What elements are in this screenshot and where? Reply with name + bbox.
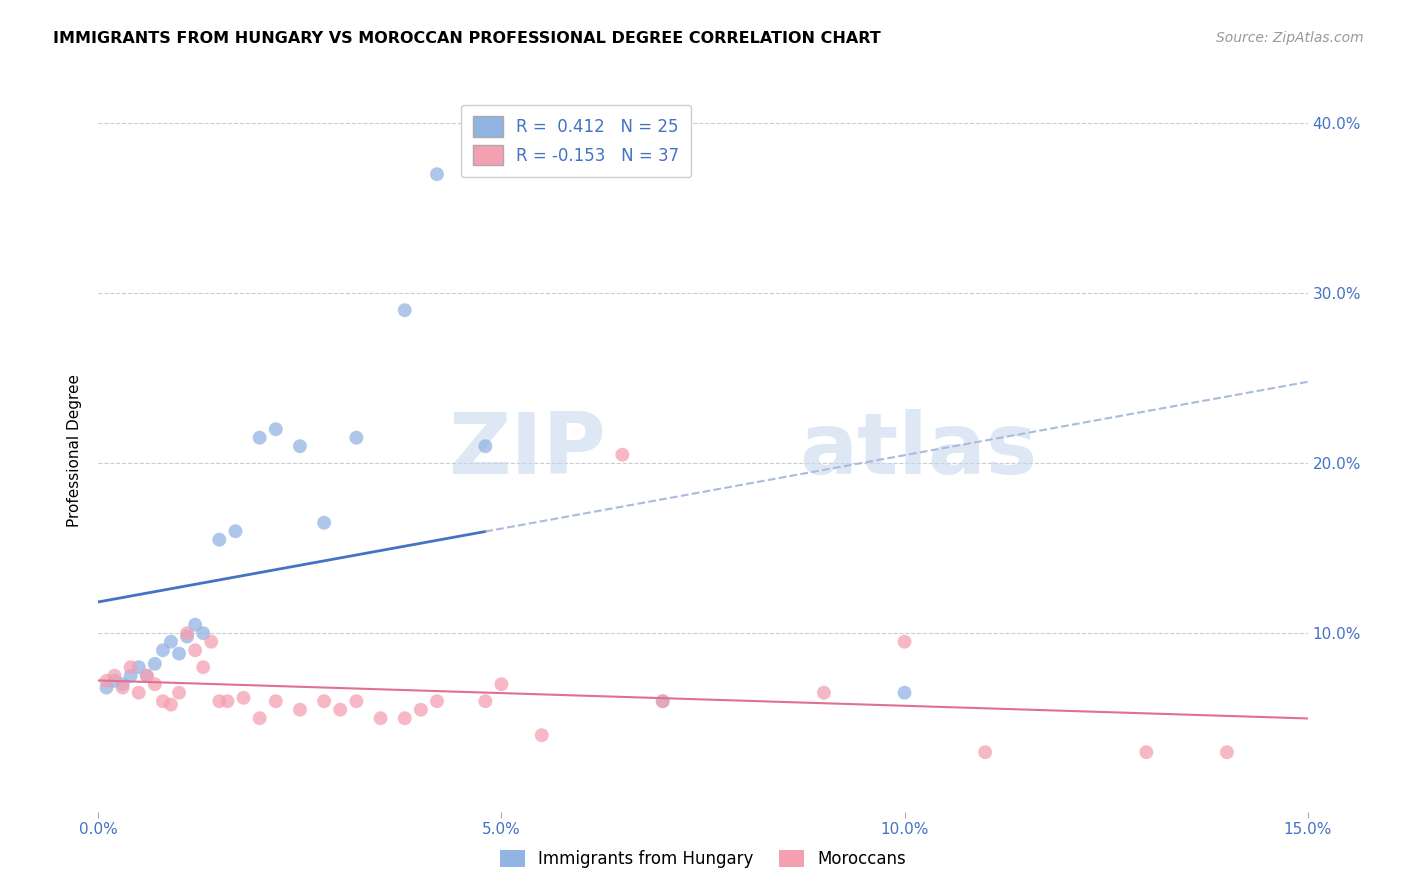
Point [651, 694, 673, 708]
Point [184, 617, 207, 632]
Point [409, 703, 432, 717]
Point [167, 647, 190, 661]
Point [184, 643, 207, 657]
Point [160, 634, 183, 648]
Point [426, 694, 449, 708]
Point [160, 698, 183, 712]
Point [111, 681, 134, 695]
Text: atlas: atlas [800, 409, 1038, 492]
Point [530, 728, 553, 742]
Point [176, 626, 198, 640]
Point [394, 711, 416, 725]
Point [96, 673, 118, 688]
Point [217, 694, 239, 708]
Point [200, 634, 222, 648]
Legend: R =  0.412   N = 25, R = -0.153   N = 37: R = 0.412 N = 25, R = -0.153 N = 37 [461, 104, 690, 178]
Text: Source: ZipAtlas.com: Source: ZipAtlas.com [1216, 31, 1364, 45]
Point [370, 711, 392, 725]
Point [224, 524, 246, 539]
Point [111, 677, 134, 691]
Point [329, 703, 352, 717]
Point [193, 626, 215, 640]
Point [612, 448, 634, 462]
Point [152, 643, 174, 657]
Y-axis label: Professional Degree: Professional Degree [67, 374, 83, 527]
Point [128, 686, 150, 700]
Point [135, 669, 157, 683]
Point [193, 660, 215, 674]
Point [651, 694, 673, 708]
Point [120, 669, 142, 683]
Point [893, 634, 915, 648]
Point [120, 660, 142, 674]
Point [1135, 745, 1157, 759]
Point [1216, 745, 1239, 759]
Legend: Immigrants from Hungary, Moroccans: Immigrants from Hungary, Moroccans [494, 843, 912, 875]
Point [143, 657, 166, 671]
Point [893, 686, 915, 700]
Point [96, 681, 118, 695]
Point [314, 694, 336, 708]
Point [264, 694, 287, 708]
Point [314, 516, 336, 530]
Point [288, 439, 311, 453]
Point [394, 303, 416, 318]
Point [474, 439, 496, 453]
Point [208, 694, 231, 708]
Text: ZIP: ZIP [449, 409, 606, 492]
Point [143, 677, 166, 691]
Point [974, 745, 997, 759]
Point [344, 694, 367, 708]
Point [152, 694, 174, 708]
Point [249, 711, 271, 725]
Point [167, 686, 190, 700]
Point [128, 660, 150, 674]
Point [491, 677, 513, 691]
Point [176, 630, 198, 644]
Point [344, 431, 367, 445]
Text: IMMIGRANTS FROM HUNGARY VS MOROCCAN PROFESSIONAL DEGREE CORRELATION CHART: IMMIGRANTS FROM HUNGARY VS MOROCCAN PROF… [53, 31, 882, 46]
Point [426, 167, 449, 181]
Point [288, 703, 311, 717]
Point [264, 422, 287, 436]
Point [474, 694, 496, 708]
Point [232, 690, 254, 705]
Point [208, 533, 231, 547]
Point [103, 673, 125, 688]
Point [249, 431, 271, 445]
Point [103, 669, 125, 683]
Point [135, 669, 157, 683]
Point [813, 686, 835, 700]
